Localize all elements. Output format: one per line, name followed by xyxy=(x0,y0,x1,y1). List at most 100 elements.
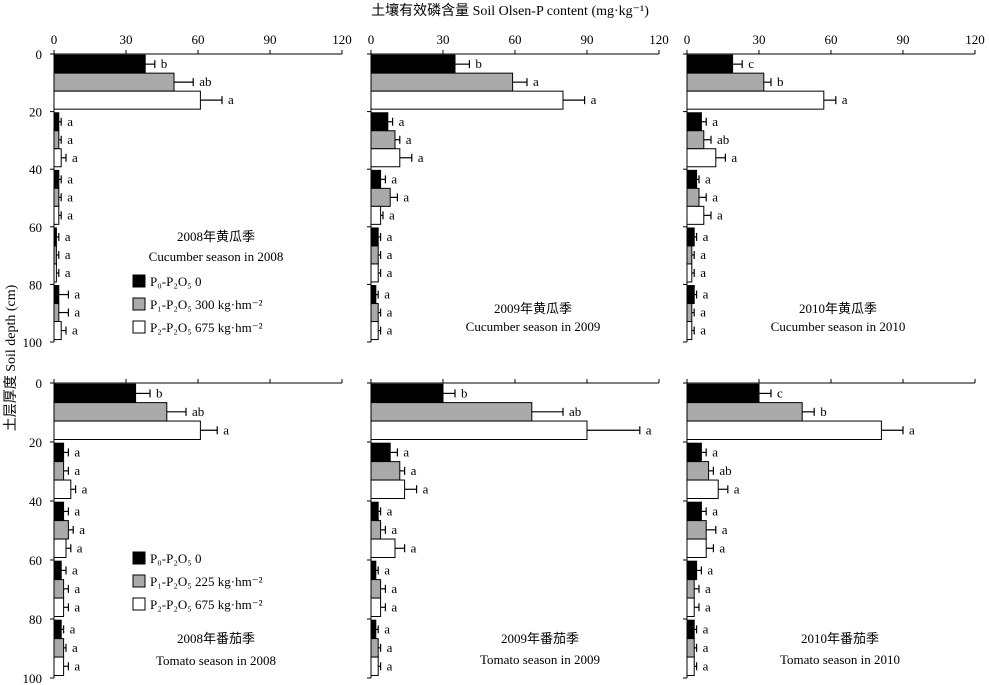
significance-letter: a xyxy=(391,171,397,186)
panel-title: 2009年番茄季 xyxy=(501,631,579,646)
x-tick-label: 120 xyxy=(965,32,985,47)
significance-letter: a xyxy=(712,503,718,518)
bar xyxy=(53,579,65,599)
chart-panels: 0 30 60 90 120020406080100babaaaaaaaaaaaaa20… xyxy=(23,32,985,685)
bar xyxy=(370,520,382,540)
bar xyxy=(686,560,698,581)
x-tick-label: 30 xyxy=(120,32,133,47)
bar xyxy=(53,479,72,499)
y-tick-label: 100 xyxy=(23,671,43,685)
significance-letter: a xyxy=(700,323,706,338)
x-tick-label: 90 xyxy=(897,32,910,47)
legend-label: P₀-P₂O₅ 0 xyxy=(150,274,202,289)
bar xyxy=(370,187,391,207)
bar xyxy=(370,112,389,132)
significance-letter: a xyxy=(67,132,73,147)
bar xyxy=(686,501,702,522)
bar xyxy=(53,245,57,265)
chart-panel-2: 0 30 60 90 120baaaaaaaaaaaaaa2009年黄瓜季Cucumbe… xyxy=(367,32,669,343)
bar xyxy=(53,285,60,305)
bar xyxy=(686,187,700,207)
bar xyxy=(53,442,65,463)
significance-letter: a xyxy=(703,621,709,636)
significance-letter: a xyxy=(719,540,725,555)
bar xyxy=(370,54,456,74)
significance-letter: a xyxy=(734,481,740,496)
bar xyxy=(686,169,698,189)
bar xyxy=(370,442,391,463)
significance-letter: b xyxy=(475,56,482,71)
bar xyxy=(53,420,201,440)
significance-letter: a xyxy=(406,132,412,147)
bar xyxy=(686,321,693,341)
panel-subtitle: Tomato season in 2009 xyxy=(480,652,600,667)
significance-letter: a xyxy=(72,562,78,577)
bar xyxy=(53,90,201,110)
legend-swatch xyxy=(132,551,146,565)
x-tick-label: 60 xyxy=(192,32,205,47)
significance-letter: a xyxy=(909,422,915,437)
bar xyxy=(53,597,65,617)
bar xyxy=(370,656,379,676)
bar xyxy=(370,72,514,92)
legend-label: P₂-P₂O₅ 675 kg·hm⁻² xyxy=(150,320,263,335)
significance-letter: a xyxy=(411,463,417,478)
bar xyxy=(370,321,379,341)
bar xyxy=(53,538,67,558)
chart-panel-1: 0 30 60 90 120020406080100babaaaaaaaaaaaaa20… xyxy=(23,32,352,350)
bar xyxy=(686,285,695,305)
bar xyxy=(370,130,396,150)
significance-letter: a xyxy=(384,621,390,636)
significance-letter: c xyxy=(748,56,754,71)
legend-swatch xyxy=(132,274,146,288)
bar xyxy=(686,656,695,676)
chart-panel-4: 020406080100babaaaaaaaaaaaaa2008年番茄季Toma… xyxy=(23,376,343,685)
significance-letter: a xyxy=(74,658,80,673)
significance-letter: a xyxy=(646,422,652,437)
significance-letter: a xyxy=(82,481,88,496)
legend-label: P₁-P₂O₅ 225 kg·hm⁻² xyxy=(150,574,263,589)
bar xyxy=(686,54,734,74)
legend-label: P₀-P₂O₅ 0 xyxy=(150,551,202,566)
bar xyxy=(53,112,60,132)
panel-subtitle: Cucumber season in 2008 xyxy=(149,249,284,264)
significance-letter: a xyxy=(72,640,78,655)
significance-letter: a xyxy=(387,640,393,655)
significance-letter: a xyxy=(74,599,80,614)
bar xyxy=(686,461,710,481)
significance-letter: a xyxy=(223,422,229,437)
significance-letter: a xyxy=(717,207,723,222)
x-tick-label: 120 xyxy=(332,32,352,47)
bar xyxy=(370,205,382,225)
bar xyxy=(370,619,377,640)
bar xyxy=(686,112,702,132)
bar xyxy=(686,263,693,283)
bar xyxy=(370,245,379,265)
x-tick-label: 0 xyxy=(51,32,58,47)
bar xyxy=(370,383,444,404)
significance-letter: a xyxy=(703,229,709,244)
bar xyxy=(686,442,702,463)
bar xyxy=(686,402,803,422)
significance-letter: a xyxy=(712,114,718,129)
bar xyxy=(370,303,379,323)
significance-letter: a xyxy=(72,150,78,165)
bar xyxy=(53,205,60,225)
y-tick-label: 20 xyxy=(29,435,42,450)
significance-letter: ab xyxy=(719,463,731,478)
panel-subtitle: Tomato season in 2010 xyxy=(780,652,900,667)
significance-letter: a xyxy=(79,522,85,537)
y-tick-label: 0 xyxy=(36,376,43,391)
panel-title: 2010年番茄季 xyxy=(801,631,879,646)
significance-letter: a xyxy=(387,247,393,262)
x-tick-label: 120 xyxy=(649,32,669,47)
significance-letter: a xyxy=(705,581,711,596)
bar xyxy=(370,538,396,558)
bar xyxy=(370,638,379,658)
y-tick-label: 80 xyxy=(29,612,42,627)
bar xyxy=(370,169,382,189)
significance-letter: a xyxy=(391,581,397,596)
x-tick-label: 30 xyxy=(437,32,450,47)
panel-subtitle: Cucumber season in 2009 xyxy=(466,319,601,334)
